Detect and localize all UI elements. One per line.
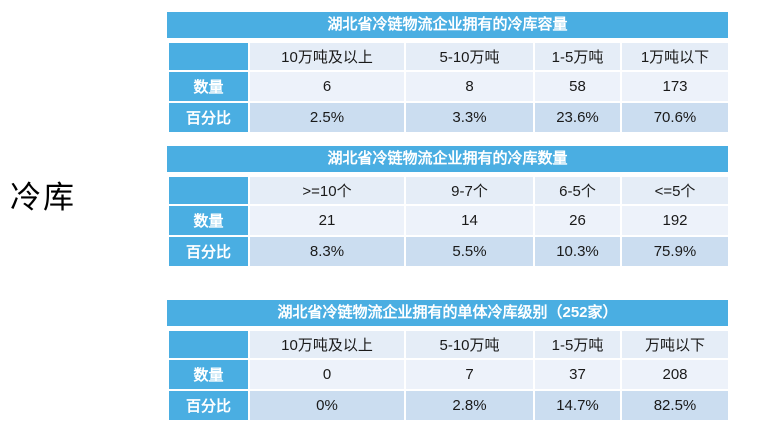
data-cell: 14.7% [533,389,622,422]
col-header: 9-7个 [404,175,535,206]
table-single-cold-storage-level: 湖北省冷链物流企业拥有的单体冷库级别（252家） 10万吨及以上 5-10万吨 … [167,300,730,422]
data-cell: 8 [404,70,535,103]
row-label: 数量 [167,204,250,237]
column-header-row: >=10个 9-7个 6-5个 <=5个 [167,175,730,206]
col-header: 1-5万吨 [533,41,622,72]
data-cell: 173 [620,70,730,103]
corner-cell [167,41,250,72]
col-header: >=10个 [248,175,406,206]
table-row-quantity: 数量 6 8 58 173 [167,70,730,103]
table-title: 湖北省冷链物流企业拥有的冷库容量 [167,12,728,38]
table-row-quantity: 数量 0 7 37 208 [167,358,730,391]
data-cell: 0 [248,358,406,391]
row-label: 百分比 [167,101,250,134]
table-cold-storage-capacity: 湖北省冷链物流企业拥有的冷库容量 10万吨及以上 5-10万吨 1-5万吨 1万… [167,12,730,134]
table-row-percentage: 百分比 8.3% 5.5% 10.3% 75.9% [167,235,730,268]
col-header: 1万吨以下 [620,41,730,72]
table-row-percentage: 百分比 0% 2.8% 14.7% 82.5% [167,389,730,422]
data-cell: 2.8% [404,389,535,422]
section-label-cold-storage: 冷库 [10,180,76,215]
data-cell: 5.5% [404,235,535,268]
table-cold-storage-count: 湖北省冷链物流企业拥有的冷库数量 >=10个 9-7个 6-5个 <=5个 数量… [167,146,730,268]
column-header-row: 10万吨及以上 5-10万吨 1-5万吨 万吨以下 [167,329,730,360]
data-table: >=10个 9-7个 6-5个 <=5个 数量 21 14 26 192 百分比… [167,175,730,268]
data-cell: 192 [620,204,730,237]
row-label: 数量 [167,70,250,103]
data-cell: 14 [404,204,535,237]
col-header: 10万吨及以上 [248,41,406,72]
data-cell: 37 [533,358,622,391]
column-header-row: 10万吨及以上 5-10万吨 1-5万吨 1万吨以下 [167,41,730,72]
data-cell: 2.5% [248,101,406,134]
data-cell: 21 [248,204,406,237]
col-header: 6-5个 [533,175,622,206]
col-header: 5-10万吨 [404,329,535,360]
col-header: 5-10万吨 [404,41,535,72]
data-cell: 6 [248,70,406,103]
table-row-quantity: 数量 21 14 26 192 [167,204,730,237]
data-cell: 7 [404,358,535,391]
data-cell: 10.3% [533,235,622,268]
col-header: 1-5万吨 [533,329,622,360]
data-cell: 58 [533,70,622,103]
data-cell: 82.5% [620,389,730,422]
data-cell: 75.9% [620,235,730,268]
row-label: 百分比 [167,389,250,422]
corner-cell [167,329,250,360]
data-cell: 0% [248,389,406,422]
data-cell: 3.3% [404,101,535,134]
data-cell: 208 [620,358,730,391]
col-header: 万吨以下 [620,329,730,360]
table-title: 湖北省冷链物流企业拥有的单体冷库级别（252家） [167,300,728,326]
data-table: 10万吨及以上 5-10万吨 1-5万吨 1万吨以下 数量 6 8 58 173… [167,41,730,134]
table-title: 湖北省冷链物流企业拥有的冷库数量 [167,146,728,172]
row-label: 百分比 [167,235,250,268]
table-row-percentage: 百分比 2.5% 3.3% 23.6% 70.6% [167,101,730,134]
corner-cell [167,175,250,206]
data-cell: 23.6% [533,101,622,134]
data-cell: 8.3% [248,235,406,268]
col-header: 10万吨及以上 [248,329,406,360]
row-label: 数量 [167,358,250,391]
data-cell: 26 [533,204,622,237]
data-cell: 70.6% [620,101,730,134]
col-header: <=5个 [620,175,730,206]
data-table: 10万吨及以上 5-10万吨 1-5万吨 万吨以下 数量 0 7 37 208 … [167,329,730,422]
